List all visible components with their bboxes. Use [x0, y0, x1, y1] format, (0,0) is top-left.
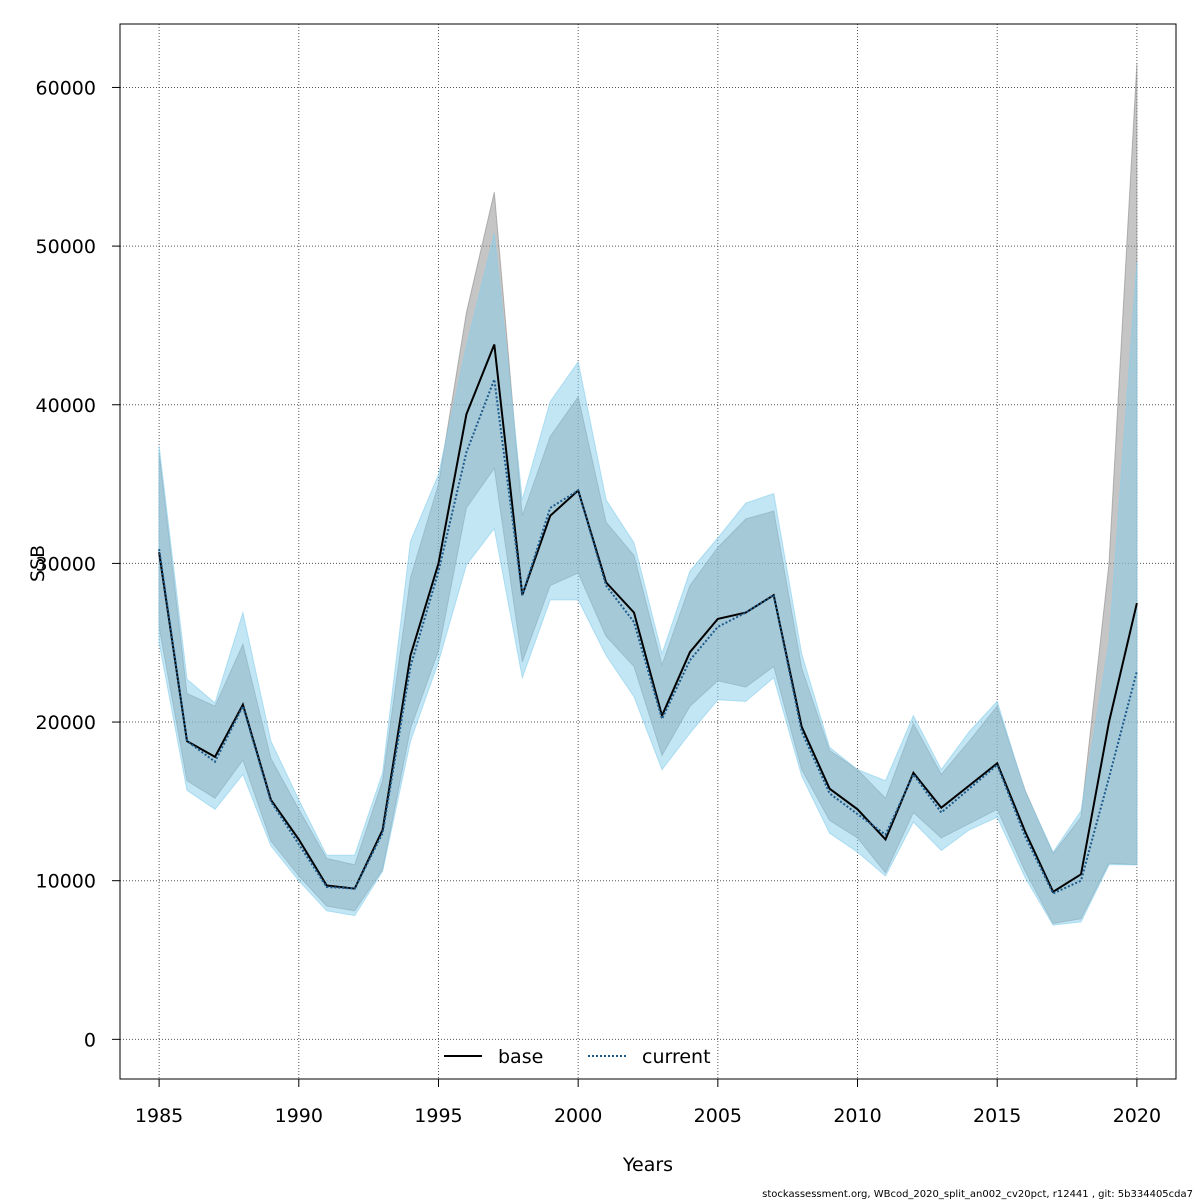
- footer-source-text: stockassessment.org, WBcod_2020_split_an…: [762, 1189, 1193, 1200]
- grid: [120, 24, 1176, 1079]
- confidence-bands: [158, 63, 1138, 926]
- series-line-base: [158, 344, 1138, 894]
- y-tick-label-20000: 20000: [36, 712, 96, 734]
- x-tick-label-1985: 1985: [135, 1105, 183, 1127]
- y-tick-label-30000: 30000: [36, 553, 96, 575]
- x-tick-label-2000: 2000: [554, 1105, 602, 1127]
- x-tick-label-1990: 1990: [275, 1105, 323, 1127]
- y-tick-label-10000: 10000: [36, 871, 96, 893]
- x-axis: 1985 1990 1995 2000 2005 2010 2015 2020: [135, 1078, 1161, 1127]
- legend-label-current: current: [642, 1046, 711, 1068]
- x-tick-label-2005: 2005: [694, 1105, 742, 1127]
- x-tick-label-2020: 2020: [1113, 1105, 1161, 1127]
- x-tick-label-2015: 2015: [973, 1105, 1021, 1127]
- y-tick-label-40000: 40000: [36, 395, 96, 417]
- plot-frame: [119, 23, 1177, 1080]
- legend-label-base: base: [498, 1046, 543, 1068]
- y-tick-label-0: 0: [84, 1029, 96, 1051]
- series-line-current: [158, 379, 1138, 895]
- x-tick-label-2010: 2010: [833, 1105, 881, 1127]
- y-axis: 0 10000 20000 30000 40000 50000 60000: [36, 77, 121, 1051]
- legend: base current: [444, 1046, 711, 1068]
- y-axis-title: SSB: [27, 545, 49, 582]
- y-tick-label-50000: 50000: [36, 236, 96, 258]
- y-tick-label-60000: 60000: [36, 77, 96, 99]
- series-lines: [158, 344, 1138, 895]
- confidence-band-current: [158, 233, 1138, 926]
- x-axis-title: Years: [622, 1154, 673, 1176]
- x-tick-label-1995: 1995: [414, 1105, 462, 1127]
